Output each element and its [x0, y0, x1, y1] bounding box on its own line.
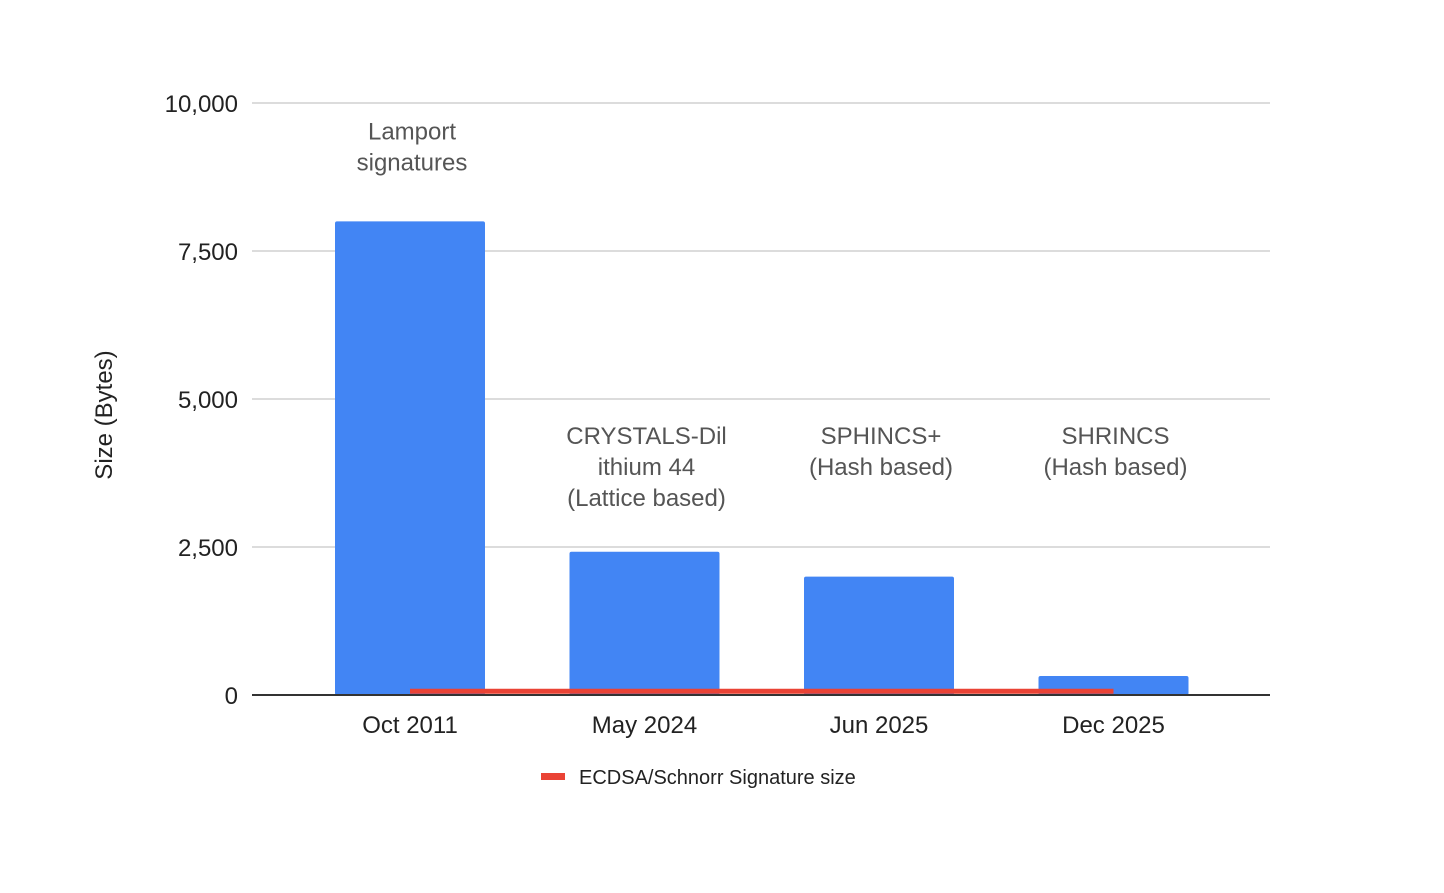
- bar: [335, 221, 485, 695]
- bar-annotation-line: SHRINCS: [1061, 423, 1169, 450]
- y-axis-ticks: 0 2,500 5,000 7,500 10,000: [165, 91, 238, 710]
- bar: [569, 551, 720, 695]
- bar-annotation-line: (Hash based): [1043, 454, 1187, 481]
- bar-annotation: CRYSTALS-Dil ithium 44 (Lattice based): [566, 423, 726, 512]
- bar-annotation-line: Lamport: [368, 118, 456, 145]
- bar-annotation: SHRINCS (Hash based): [1043, 423, 1187, 481]
- x-tick-label: Dec 2025: [1062, 712, 1165, 739]
- y-tick-label: 2,500: [178, 535, 238, 562]
- x-axis-categories: Oct 2011 May 2024 Jun 2025 Dec 2025: [362, 712, 1165, 739]
- bar-annotations: Lamport signatures CRYSTALS-Dil ithium 44 (L…: [357, 118, 1188, 512]
- y-tick-label: 10,000: [165, 91, 238, 118]
- y-tick-label: 0: [225, 683, 238, 710]
- bar: [804, 576, 954, 695]
- bar-annotation: SPHINCS+ (Hash based): [809, 423, 953, 481]
- bar-annotation-line: (Hash based): [809, 454, 953, 481]
- bar-annotation-line: ithium 44: [598, 454, 695, 481]
- bar-annotation-line: SPHINCS+: [821, 423, 942, 450]
- y-tick-label: 7,500: [178, 239, 238, 266]
- bar-annotation-line: CRYSTALS-Dil: [566, 423, 726, 450]
- legend: ECDSA/Schnorr Signature size: [541, 767, 856, 789]
- bar-annotation-line: (Lattice based): [567, 485, 726, 512]
- legend-swatch: [541, 773, 565, 780]
- bar-annotation-line: signatures: [357, 149, 468, 176]
- x-tick-label: Oct 2011: [362, 712, 458, 739]
- x-tick-label: Jun 2025: [830, 712, 929, 739]
- y-tick-label: 5,000: [178, 387, 238, 414]
- bar-annotation: Lamport signatures: [357, 118, 468, 176]
- x-tick-label: May 2024: [592, 712, 697, 739]
- y-axis-title: Size (Bytes): [91, 350, 118, 479]
- legend-label: ECDSA/Schnorr Signature size: [579, 767, 856, 789]
